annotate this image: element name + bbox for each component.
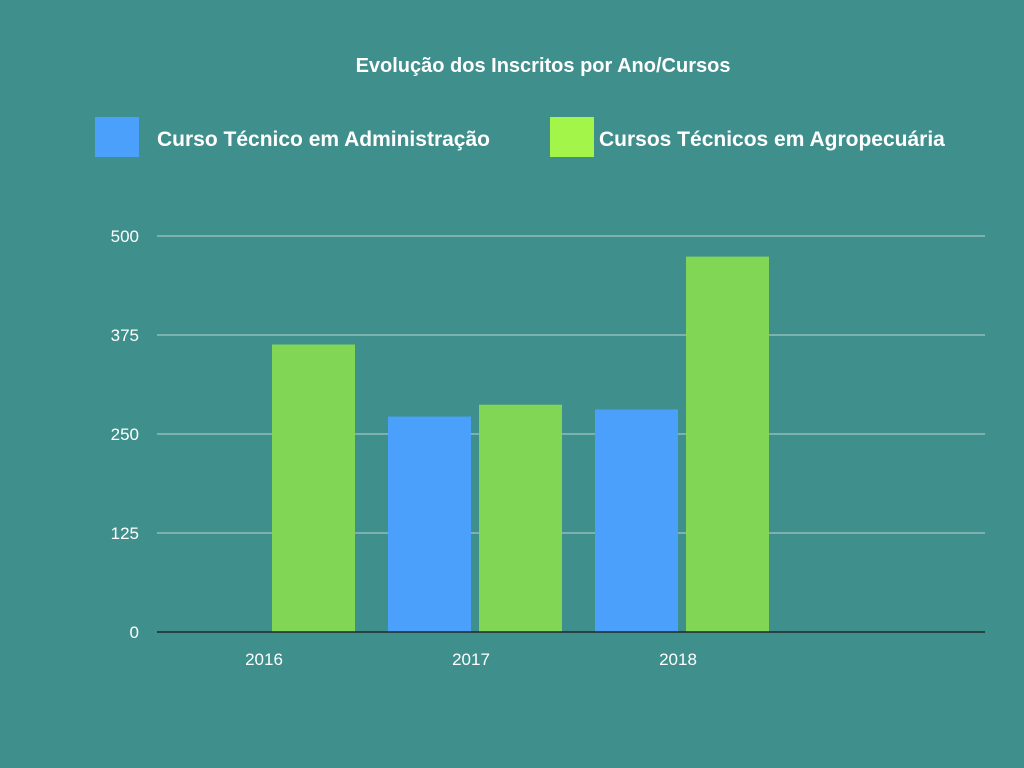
bar-2018-series-0	[595, 409, 678, 632]
legend-label-administracao: Curso Técnico em Administração	[157, 128, 490, 151]
bars	[272, 256, 769, 632]
bar-2017-series-1	[479, 404, 562, 632]
x-tick-label: 2017	[452, 650, 490, 669]
y-axis: 0 125 250 375 500	[111, 227, 139, 642]
legend-label-agropecuaria: Cursos Técnicos em Agropecuária	[599, 128, 945, 151]
chart-title: Evolução dos Inscritos por Ano/Cursos	[356, 55, 731, 77]
bar-2018-series-1	[686, 256, 769, 632]
bar-2016-series-1	[272, 344, 355, 632]
x-axis: 2016 2017 2018	[157, 631, 985, 669]
y-tick-label: 500	[111, 227, 139, 246]
x-tick-label: 2018	[659, 650, 697, 669]
x-tick-label: 2016	[245, 650, 283, 669]
y-tick-label: 375	[111, 326, 139, 345]
legend-swatch-administracao	[95, 117, 139, 157]
y-tick-label: 125	[111, 524, 139, 543]
bar-2017-series-0	[388, 416, 471, 632]
y-tick-label: 0	[130, 623, 139, 642]
legend: Curso Técnico em Administração Cursos Té…	[95, 117, 945, 157]
y-tick-label: 250	[111, 425, 139, 444]
legend-swatch-agropecuaria	[550, 117, 594, 157]
